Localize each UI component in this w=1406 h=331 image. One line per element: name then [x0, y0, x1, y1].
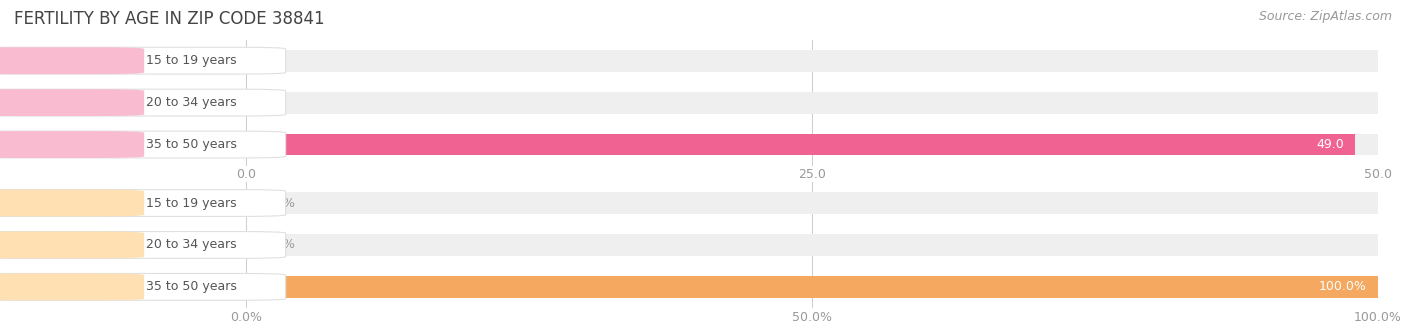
- Text: 20 to 34 years: 20 to 34 years: [146, 238, 238, 252]
- FancyBboxPatch shape: [0, 190, 145, 216]
- Bar: [246, 192, 1378, 214]
- FancyBboxPatch shape: [0, 273, 145, 300]
- FancyBboxPatch shape: [0, 47, 285, 74]
- Bar: [246, 92, 1378, 114]
- Text: 35 to 50 years: 35 to 50 years: [146, 138, 238, 151]
- Text: FERTILITY BY AGE IN ZIP CODE 38841: FERTILITY BY AGE IN ZIP CODE 38841: [14, 10, 325, 28]
- Text: 0.0%: 0.0%: [263, 238, 295, 252]
- FancyBboxPatch shape: [0, 190, 285, 216]
- FancyBboxPatch shape: [0, 273, 285, 300]
- FancyBboxPatch shape: [0, 231, 285, 259]
- FancyBboxPatch shape: [0, 231, 145, 259]
- Text: Source: ZipAtlas.com: Source: ZipAtlas.com: [1258, 10, 1392, 23]
- Text: 0.0: 0.0: [263, 54, 283, 67]
- Text: 15 to 19 years: 15 to 19 years: [146, 54, 238, 67]
- FancyBboxPatch shape: [0, 131, 145, 158]
- Bar: [246, 134, 1355, 156]
- FancyBboxPatch shape: [0, 131, 285, 158]
- Text: 0.0%: 0.0%: [263, 197, 295, 210]
- FancyBboxPatch shape: [0, 47, 145, 74]
- Bar: [246, 234, 1378, 256]
- Text: 49.0: 49.0: [1316, 138, 1344, 151]
- Text: 100.0%: 100.0%: [1319, 280, 1367, 293]
- Bar: [246, 276, 1378, 298]
- FancyBboxPatch shape: [0, 89, 285, 116]
- Text: 35 to 50 years: 35 to 50 years: [146, 280, 238, 293]
- Bar: [246, 276, 1378, 298]
- Text: 15 to 19 years: 15 to 19 years: [146, 197, 238, 210]
- Text: 0.0: 0.0: [263, 96, 283, 109]
- Bar: [246, 134, 1378, 156]
- Text: 20 to 34 years: 20 to 34 years: [146, 96, 238, 109]
- FancyBboxPatch shape: [0, 89, 145, 116]
- Bar: [246, 50, 1378, 71]
